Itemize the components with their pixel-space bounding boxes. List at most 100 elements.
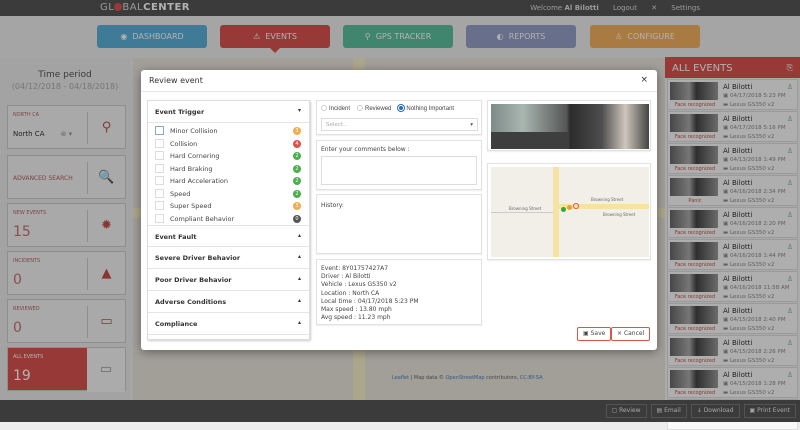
event-marker-icon[interactable] — [567, 205, 572, 210]
trigger-item: Compliant Behavior 0 — [148, 213, 309, 226]
close-icon[interactable]: × — [640, 75, 648, 85]
trigger-checkbox[interactable] — [155, 138, 164, 148]
status-box: Incident Reviewed Nothing Important ▾ Selec… — [316, 100, 482, 135]
calendar-icon: ▣ — [723, 125, 729, 131]
pie-chart-icon: ◐ — [496, 32, 504, 41]
event-item[interactable]: Face recognized Al Bilotti ▣ 04/16/2018 1:… — [667, 239, 798, 270]
nav-configure[interactable]: ♙ CONFIGURE — [590, 25, 700, 48]
trigger-checkbox[interactable] — [155, 163, 164, 173]
email-button[interactable]: ▤ Email — [650, 404, 687, 418]
cancel-button[interactable]: × Cancel — [611, 327, 651, 341]
car-icon: ▬ — [723, 198, 729, 204]
radio-incident[interactable]: Incident — [319, 105, 350, 112]
trigger-item: Collision 4 — [148, 138, 309, 151]
info-line: Avg speed : 11.23 mph — [321, 314, 391, 322]
settings-link[interactable]: ✕ Settings — [651, 4, 700, 12]
section-adverse-conditions[interactable]: Adverse Conditions ▴ — [148, 291, 309, 313]
monitor-icon: ▭ — [87, 306, 125, 338]
download-button[interactable]: ↓ Download — [690, 404, 740, 418]
section-compliance[interactable]: Compliance ▴ — [148, 313, 309, 335]
calendar-icon: ▣ — [723, 349, 729, 355]
count-badge: 2 — [293, 164, 301, 173]
trigger-item: Super Speed 3 — [148, 200, 309, 213]
stat-new-events[interactable]: NEW EVENTS 15 ✹ — [7, 203, 126, 247]
nav-gps-tracker[interactable]: ⚲ GPS TRACKER — [343, 25, 453, 48]
osm-link[interactable]: OpenStreetMap — [445, 375, 485, 381]
comments-textarea[interactable] — [321, 156, 477, 185]
license-link[interactable]: CC-BY-SA — [519, 375, 543, 381]
car-icon: ▬ — [723, 134, 729, 140]
radio-reviewed[interactable]: Reviewed — [355, 105, 391, 112]
car-icon: ▬ — [723, 390, 729, 396]
calendar-icon: ▣ — [723, 93, 729, 99]
event-item[interactable]: Face recognized Al Bilotti ▣ 04/15/2018 1:… — [667, 367, 798, 398]
driver-icon: ♙ — [786, 339, 793, 347]
top-bar: GL BALCENTER Welcome Al Bilotti Logout ✕ … — [0, 0, 800, 16]
street-label: Browning Street — [509, 206, 542, 211]
event-item[interactable]: Face recognized Al Bilotti ▣ 04/17/2018 5:… — [667, 79, 798, 110]
trigger-checkbox[interactable] — [155, 201, 164, 210]
driver-icon: ♙ — [786, 179, 793, 187]
camera-snapshot[interactable] — [487, 100, 651, 151]
event-item[interactable]: Face recognized Al Bilotti ▣ 04/15/2018 2:… — [667, 335, 798, 366]
warning-icon: ⚠ — [253, 32, 261, 41]
trigger-checkbox[interactable] — [155, 176, 164, 185]
export-icon[interactable]: ⎘ — [786, 63, 793, 72]
print-event-button[interactable]: ▣ Print Event — [743, 404, 796, 418]
advanced-search-button[interactable]: ADVANCED SEARCH 🔍 — [7, 155, 126, 199]
save-button[interactable]: ▣ Save — [577, 327, 612, 341]
event-thumbnail — [670, 338, 718, 356]
logout-link[interactable]: Logout — [612, 4, 637, 12]
trigger-item: Speed 2 — [148, 188, 309, 201]
trigger-item: Minor Collision 3 — [148, 125, 309, 138]
map-marker-icon[interactable]: ⚲ — [87, 112, 125, 144]
car-icon: ▬ — [723, 230, 729, 236]
trigger-checkbox[interactable] — [155, 126, 164, 135]
stat-reviewed[interactable]: REVIEWED 0 ▭ — [7, 299, 126, 343]
section-severe-driver-behavior[interactable]: Severe Driver Behavior ▴ — [148, 247, 309, 269]
count-badge: 2 — [293, 189, 301, 198]
event-info: Event: 8Y01757427A7 Driver : Al Bilotti Ve… — [316, 259, 482, 325]
nav-dashboard[interactable]: ◉ DASHBOARD — [97, 25, 207, 48]
start-marker-icon[interactable] — [561, 207, 566, 212]
end-marker-icon[interactable] — [573, 203, 579, 209]
event-item[interactable]: Face recognized Al Bilotti ▣ 04/15/2018 2:… — [667, 303, 798, 334]
review-button[interactable]: ▢ Review — [605, 404, 647, 418]
trigger-checkbox[interactable] — [155, 213, 164, 223]
modal-title: Review event — [149, 76, 203, 85]
event-thumbnail — [670, 114, 718, 132]
trigger-checkbox[interactable] — [155, 151, 164, 160]
event-map[interactable]: Browning Street Browning Street Browning… — [487, 163, 651, 260]
info-line: Max speed : 13.80 mph — [321, 306, 392, 314]
search-icon: 🔍 — [87, 162, 125, 194]
event-thumbnail — [670, 82, 718, 100]
trigger-checkbox[interactable] — [155, 188, 164, 198]
region-select[interactable]: North CA ⊗ ▾ — [13, 130, 73, 138]
events-panel: ALL EVENTS ⎘ Face recognized Al Bilotti ▣ 0… — [665, 57, 800, 430]
trigger-item: Hard Cornering 2 — [148, 150, 309, 163]
event-trigger-header[interactable]: Event Trigger ▾ — [148, 101, 309, 123]
radio-nothing-important[interactable]: Nothing Important — [396, 105, 454, 112]
region-filter[interactable]: NORTH CA North CA ⊗ ▾ ⚲ — [7, 105, 126, 149]
warning-icon: ▲ — [87, 258, 125, 290]
nav-reports[interactable]: ◐ REPORTS — [466, 25, 576, 48]
calendar-icon: ▣ — [723, 221, 729, 227]
event-item[interactable]: Face recognized Al Bilotti ▣ 04/16/2018 11… — [667, 271, 798, 302]
nav-events[interactable]: ⚠ EVENTS — [220, 25, 330, 53]
leaflet-link[interactable]: Leaflet — [392, 375, 410, 381]
info-line: Location : North CA — [321, 289, 380, 297]
event-item[interactable]: Face recognized Al Bilotti ▣ 04/13/2018 1:… — [667, 143, 798, 174]
stat-incidents[interactable]: INCIDENTS 0 ▲ — [7, 251, 126, 295]
camera-image[interactable] — [491, 104, 649, 149]
driver-icon: ♙ — [786, 275, 793, 283]
event-item[interactable]: Face recognized Al Bilotti ▣ 04/17/2018 5:… — [667, 111, 798, 142]
event-item[interactable]: Panic Al Bilotti ▣ 04/16/2018 2:34 PM ▬ Lex… — [667, 175, 798, 206]
event-item[interactable]: Face recognized Al Bilotti ▣ 04/16/2018 2:… — [667, 207, 798, 238]
stat-all-events[interactable]: ALL EVENTS 19 ▭ — [7, 347, 126, 392]
section-event-fault[interactable]: Event Fault ▴ — [148, 225, 309, 247]
category-select[interactable]: ▾ Select... — [321, 118, 478, 131]
event-thumbnail — [670, 306, 718, 324]
sidebar: Time period (04/12/2018 - 04/18/2018) NOR… — [0, 58, 130, 400]
section-poor-driver-behavior[interactable]: Poor Driver Behavior ▴ — [148, 269, 309, 291]
count-badge: 0 — [293, 214, 301, 223]
